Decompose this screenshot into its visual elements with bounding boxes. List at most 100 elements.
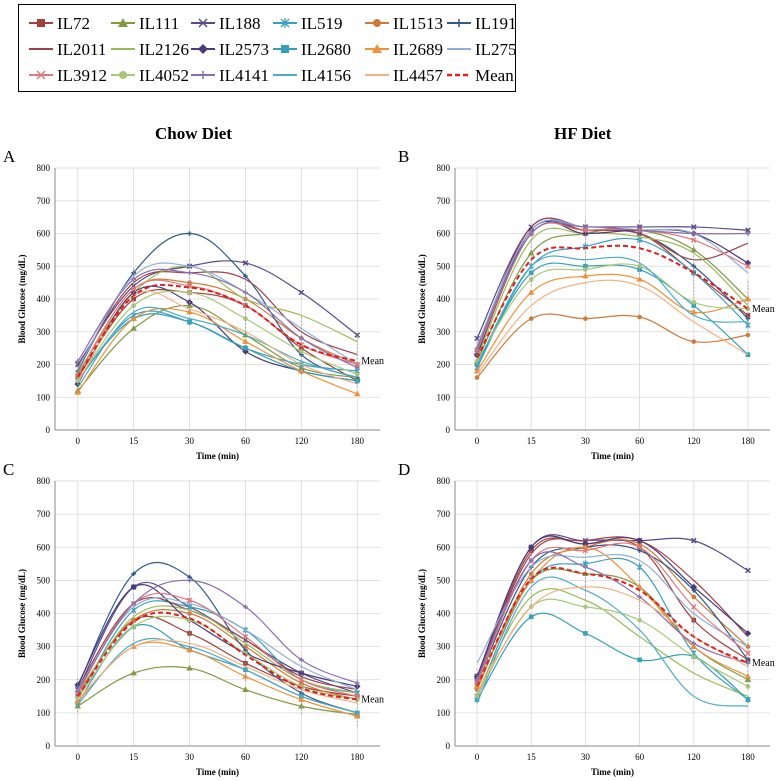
series-line bbox=[476, 262, 749, 365]
data-point bbox=[690, 224, 697, 230]
y-axis-label: Blood Glucose (mg/dL) bbox=[17, 254, 27, 343]
data-point bbox=[745, 313, 751, 318]
x-axis-label: Time (min) bbox=[591, 767, 634, 777]
data-point bbox=[243, 345, 248, 351]
chart-panel-d: 0 100 200 300 400 500 600 700 800 0 15 30 60 120 180 Ti… bbox=[417, 476, 775, 777]
legend-entry-il3912: IL3912 bbox=[29, 66, 107, 85]
chart-panel-a: 0 100 200 300 400 500 600 700 800 0 15 30 60 120 180 Ti… bbox=[17, 163, 384, 461]
data-point bbox=[582, 540, 589, 548]
series-il4457 bbox=[476, 279, 749, 375]
x-tick-label: 0 bbox=[76, 752, 81, 762]
legend-entry-il2126: IL2126 bbox=[111, 40, 189, 59]
series-il4141 bbox=[75, 578, 360, 694]
data-point bbox=[636, 537, 643, 544]
series-line bbox=[77, 288, 358, 382]
data-point bbox=[242, 260, 249, 266]
chart-panel-b: 0 100 200 300 400 500 600 700 800 0 15 30 60 120 180 Ti… bbox=[417, 163, 775, 461]
series-line bbox=[77, 306, 358, 388]
series-line bbox=[77, 666, 358, 716]
data-point bbox=[528, 277, 534, 282]
series-mean: Mean bbox=[76, 590, 384, 728]
data-point bbox=[474, 694, 480, 699]
data-point bbox=[528, 571, 534, 577]
series-line bbox=[476, 544, 749, 684]
legend-label: IL72 bbox=[57, 14, 90, 33]
data-point bbox=[187, 611, 192, 616]
data-point bbox=[637, 657, 642, 663]
y-axis-label: Blood Glucose (mg/dL) bbox=[17, 569, 27, 658]
y-tick-label: 300 bbox=[437, 642, 451, 652]
legend-entry-il72: IL72 bbox=[29, 14, 90, 33]
legend-label: IL4052 bbox=[139, 66, 189, 85]
data-point bbox=[527, 289, 535, 295]
series-mean: Mean bbox=[76, 259, 384, 395]
series-il4156 bbox=[476, 255, 749, 365]
data-point bbox=[690, 583, 698, 591]
chow-diet-title: Chow Diet bbox=[155, 124, 232, 143]
x-tick-label: 0 bbox=[475, 436, 480, 446]
data-point bbox=[354, 378, 360, 384]
legend-label: IL2573 bbox=[219, 40, 269, 59]
data-point bbox=[691, 594, 697, 600]
legend-entry-il1912: IL1912 bbox=[447, 14, 517, 33]
legend-entry-il4156: IL4156 bbox=[273, 66, 351, 85]
legend-label: IL1513 bbox=[393, 14, 443, 33]
y-tick-label: 200 bbox=[437, 675, 451, 685]
data-point bbox=[691, 231, 697, 236]
y-tick-label: 500 bbox=[37, 261, 51, 271]
legend-label: IL3912 bbox=[57, 66, 107, 85]
data-point bbox=[130, 325, 137, 331]
data-point bbox=[745, 231, 751, 236]
data-point bbox=[474, 335, 480, 342]
series-il4156 bbox=[476, 576, 749, 707]
data-point bbox=[745, 697, 751, 702]
x-tick-label: 60 bbox=[635, 752, 645, 762]
y-axis-label: Blood Glucose (mg/dL) bbox=[417, 569, 427, 658]
data-point bbox=[691, 299, 697, 305]
y-tick-label: 400 bbox=[37, 294, 51, 304]
series-il1912 bbox=[474, 544, 751, 686]
legend-marker bbox=[199, 71, 207, 79]
legend-entry-il188: IL188 bbox=[191, 14, 261, 33]
legend-entry-mean: Mean bbox=[447, 66, 514, 85]
series-line bbox=[77, 260, 358, 365]
x-tick-label: 15 bbox=[129, 752, 139, 762]
x-tick-label: 120 bbox=[687, 752, 701, 762]
y-tick-label: 300 bbox=[37, 327, 51, 337]
x-tick-label: 0 bbox=[76, 436, 81, 446]
legend-label: IL188 bbox=[219, 14, 261, 33]
data-point bbox=[130, 669, 137, 676]
data-point bbox=[690, 537, 697, 544]
data-point bbox=[298, 289, 305, 296]
y-tick-label: 500 bbox=[437, 261, 451, 271]
y-tick-label: 600 bbox=[37, 542, 51, 552]
legend-entry-il519: IL519 bbox=[273, 14, 343, 33]
y-tick-label: 500 bbox=[437, 575, 451, 585]
series-mean: Mean bbox=[476, 545, 775, 705]
data-point bbox=[131, 296, 136, 302]
series-il3912 bbox=[74, 592, 361, 700]
legend: IL72 IL111 IL188 IL519 IL1513 IL1912 IL2011 IL2… bbox=[18, 4, 517, 92]
data-point bbox=[186, 664, 193, 671]
data-point bbox=[242, 633, 249, 640]
x-tick-label: 120 bbox=[295, 436, 309, 446]
y-tick-label: 300 bbox=[437, 327, 451, 337]
series-il111 bbox=[473, 226, 752, 364]
y-tick-label: 200 bbox=[37, 360, 51, 370]
legend-entry-il2680: IL2680 bbox=[273, 40, 351, 59]
data-point bbox=[243, 644, 248, 649]
mean-label: Mean bbox=[752, 658, 775, 669]
data-point bbox=[690, 643, 698, 649]
y-tick-label: 0 bbox=[46, 425, 51, 435]
legend-entry-il2689: IL2689 bbox=[365, 40, 443, 59]
panel-a-letter: A bbox=[3, 147, 16, 166]
x-tick-label: 15 bbox=[527, 752, 537, 762]
x-tick-label: 30 bbox=[581, 752, 591, 762]
data-point bbox=[691, 339, 697, 344]
data-point bbox=[744, 630, 752, 637]
x-tick-label: 60 bbox=[635, 436, 645, 446]
legend-entry-il2573: IL2573 bbox=[191, 40, 269, 59]
legend-marker bbox=[281, 45, 289, 53]
data-point bbox=[636, 544, 643, 551]
data-point bbox=[637, 617, 642, 623]
